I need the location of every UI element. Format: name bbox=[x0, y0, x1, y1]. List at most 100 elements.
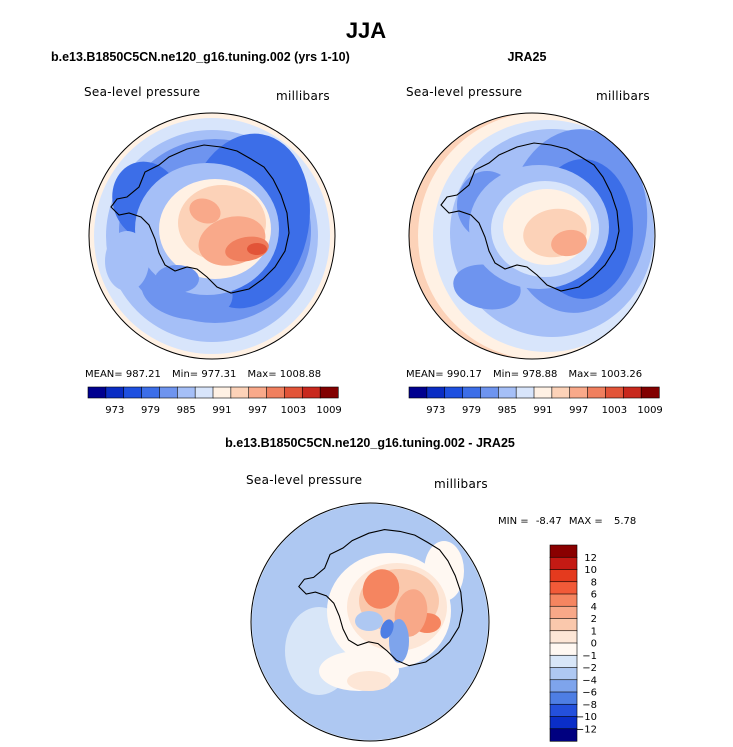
panel3-colorbar-tick-label: 0 bbox=[591, 639, 597, 650]
antarctic-high-field bbox=[189, 198, 221, 224]
panel1-min-value: 977.31 bbox=[201, 369, 237, 380]
panel3-colorbar-tick-label: 10 bbox=[584, 565, 597, 576]
panel2-colorbar-swatch bbox=[533, 386, 553, 399]
panel3-colorbar-swatch bbox=[549, 654, 578, 669]
panel3-colorbar-tick-label: −1 bbox=[582, 651, 597, 662]
panel1-colorbar-swatch bbox=[266, 386, 286, 399]
panel3-colorbar-swatch bbox=[549, 618, 578, 632]
panel1-colorbar-tick-label: 985 bbox=[177, 405, 196, 416]
panel1-max-value: 1008.88 bbox=[279, 369, 322, 380]
map-field bbox=[409, 113, 655, 359]
panel2-colorbar-tick-label: 985 bbox=[498, 405, 517, 416]
panel3-colorbar-swatch bbox=[549, 605, 578, 620]
panel2-colorbar-tick-label: 1003 bbox=[602, 405, 627, 416]
antarctic-high-core bbox=[247, 243, 267, 255]
panel3-colorbar-swatch bbox=[549, 569, 578, 583]
panel3-colorbar-tick-label: −8 bbox=[582, 700, 597, 711]
panel2-max-value: 1003.26 bbox=[600, 369, 643, 380]
panel2-title: JRA25 bbox=[507, 50, 547, 64]
panel1-colorbar-swatch bbox=[141, 386, 161, 399]
panel1-polar-map bbox=[88, 112, 336, 360]
panel3-max-value: 5.78 bbox=[613, 516, 637, 527]
panel1-stats: MEAN= 987.21 Min= 977.31 Max= 1008.88 bbox=[85, 369, 321, 380]
panel1-colorbar-tick-label: 997 bbox=[248, 405, 267, 416]
panel2-colorbar-swatch bbox=[640, 386, 660, 399]
panel3-colorbar-swatch bbox=[549, 630, 578, 644]
panel1-colorbar-tick-label: 1003 bbox=[281, 405, 306, 416]
panel2-variable-label: Sea-level pressure bbox=[406, 85, 523, 99]
panel2-mean-value: 990.17 bbox=[446, 369, 482, 380]
panel3-colorbar-tick-label: −4 bbox=[582, 675, 597, 686]
panel1-colorbar-swatch bbox=[230, 386, 250, 399]
panel2-colorbar-tick-label: 997 bbox=[569, 405, 588, 416]
panel3-title: b.e13.B1850C5CN.ne120_g16.tuning.002 - J… bbox=[225, 436, 515, 450]
panel3-colorbar-swatch bbox=[549, 581, 578, 595]
panel2-colorbar-swatch bbox=[444, 386, 464, 399]
panel3-colorbar-swatch bbox=[549, 679, 578, 693]
panel1-max-label: Max= bbox=[247, 369, 277, 380]
panel3-colorbar-swatch bbox=[549, 691, 578, 705]
panel2-colorbar-tick-label: 991 bbox=[533, 405, 552, 416]
panel2-colorbar: 973979985991997100310091015 bbox=[408, 386, 662, 416]
panel2-colorbar-swatch bbox=[605, 386, 624, 399]
antarctic-high-core bbox=[551, 229, 587, 257]
panel3-colorbar-tick-label: 8 bbox=[591, 577, 597, 588]
panel2-min-label: Min= bbox=[493, 369, 520, 380]
map-boundary bbox=[408, 112, 656, 360]
panel2-polar-map bbox=[408, 112, 656, 360]
panel3-colorbar-swatch bbox=[549, 667, 578, 681]
panel3-colorbar-swatch bbox=[549, 593, 578, 607]
panel2-colorbar-swatch bbox=[462, 386, 482, 399]
panel1-colorbar-swatch bbox=[301, 386, 321, 399]
panel1-mean-label: MEAN= bbox=[85, 369, 123, 380]
panel2-colorbar-swatch bbox=[622, 386, 642, 399]
antarctic-negative-core bbox=[380, 619, 394, 639]
panel2-colorbar-swatch bbox=[587, 386, 607, 399]
antarctic-negative-field bbox=[389, 619, 409, 663]
panel1-title: b.e13.B1850C5CN.ne120_g16.tuning.002 (yr… bbox=[51, 50, 350, 64]
panel3-polar-map bbox=[250, 502, 490, 742]
panel2-mean-label: MEAN= bbox=[406, 369, 444, 380]
antarctica-coastline bbox=[110, 144, 290, 294]
antarctic-negative-field bbox=[355, 611, 383, 631]
antarctic-positive-core bbox=[362, 569, 400, 609]
panel3-colorbar-swatch bbox=[549, 642, 578, 656]
panel1-colorbar-tick-label: 1009 bbox=[316, 405, 341, 416]
panel3-colorbar-tick-label: 12 bbox=[584, 553, 597, 564]
panel2-colorbar-tick-label: 973 bbox=[426, 405, 445, 416]
panel1-colorbar-swatch bbox=[194, 386, 214, 399]
panel2-colorbar-swatch bbox=[408, 386, 428, 399]
panel1-colorbar-swatch bbox=[87, 386, 107, 399]
panel3-min-label: MIN = bbox=[498, 516, 529, 527]
panel3-colorbar-swatch bbox=[549, 544, 578, 558]
panel3-colorbar-tick-label: −6 bbox=[582, 688, 597, 699]
panel2-stats: MEAN= 990.17 Min= 978.88 Max= 1003.26 bbox=[406, 369, 642, 380]
panel2-colorbar-swatch bbox=[426, 386, 446, 399]
panel3-colorbar-tick-label: −10 bbox=[576, 712, 597, 723]
panel3-colorbar-swatch bbox=[549, 556, 578, 571]
panel3-colorbar-tick-label: −2 bbox=[582, 663, 597, 674]
panel1-units-label: millibars bbox=[276, 89, 330, 103]
panel2-colorbar-swatch bbox=[569, 386, 589, 399]
panel1-colorbar-swatch bbox=[159, 386, 178, 399]
panel3-colorbar-tick-label: −12 bbox=[576, 724, 597, 735]
panel1-colorbar-tick-label: 973 bbox=[105, 405, 124, 416]
panel1-colorbar-tick-label: 991 bbox=[212, 405, 231, 416]
panel1-colorbar-swatch bbox=[319, 386, 339, 399]
panel3-variable-label: Sea-level pressure bbox=[246, 473, 363, 487]
panel3-colorbar-tick-label: 1 bbox=[591, 626, 597, 637]
panel2-units-label: millibars bbox=[596, 89, 650, 103]
panel3-units-label: millibars bbox=[434, 477, 488, 491]
panel2-colorbar-swatch bbox=[497, 386, 517, 399]
panel1-colorbar-swatch bbox=[212, 386, 232, 399]
antarctica-coastline bbox=[298, 529, 464, 667]
panel1-colorbar-swatch bbox=[123, 386, 143, 399]
panel1-colorbar-swatch bbox=[105, 386, 125, 399]
panel3-colorbar-tick-label: 6 bbox=[591, 590, 597, 601]
panel3-min-value: -8.47 bbox=[535, 516, 562, 527]
antarctica-coastline bbox=[440, 142, 620, 292]
panel2-colorbar-swatch bbox=[551, 386, 571, 399]
panel2-colorbar-swatch bbox=[480, 386, 499, 399]
